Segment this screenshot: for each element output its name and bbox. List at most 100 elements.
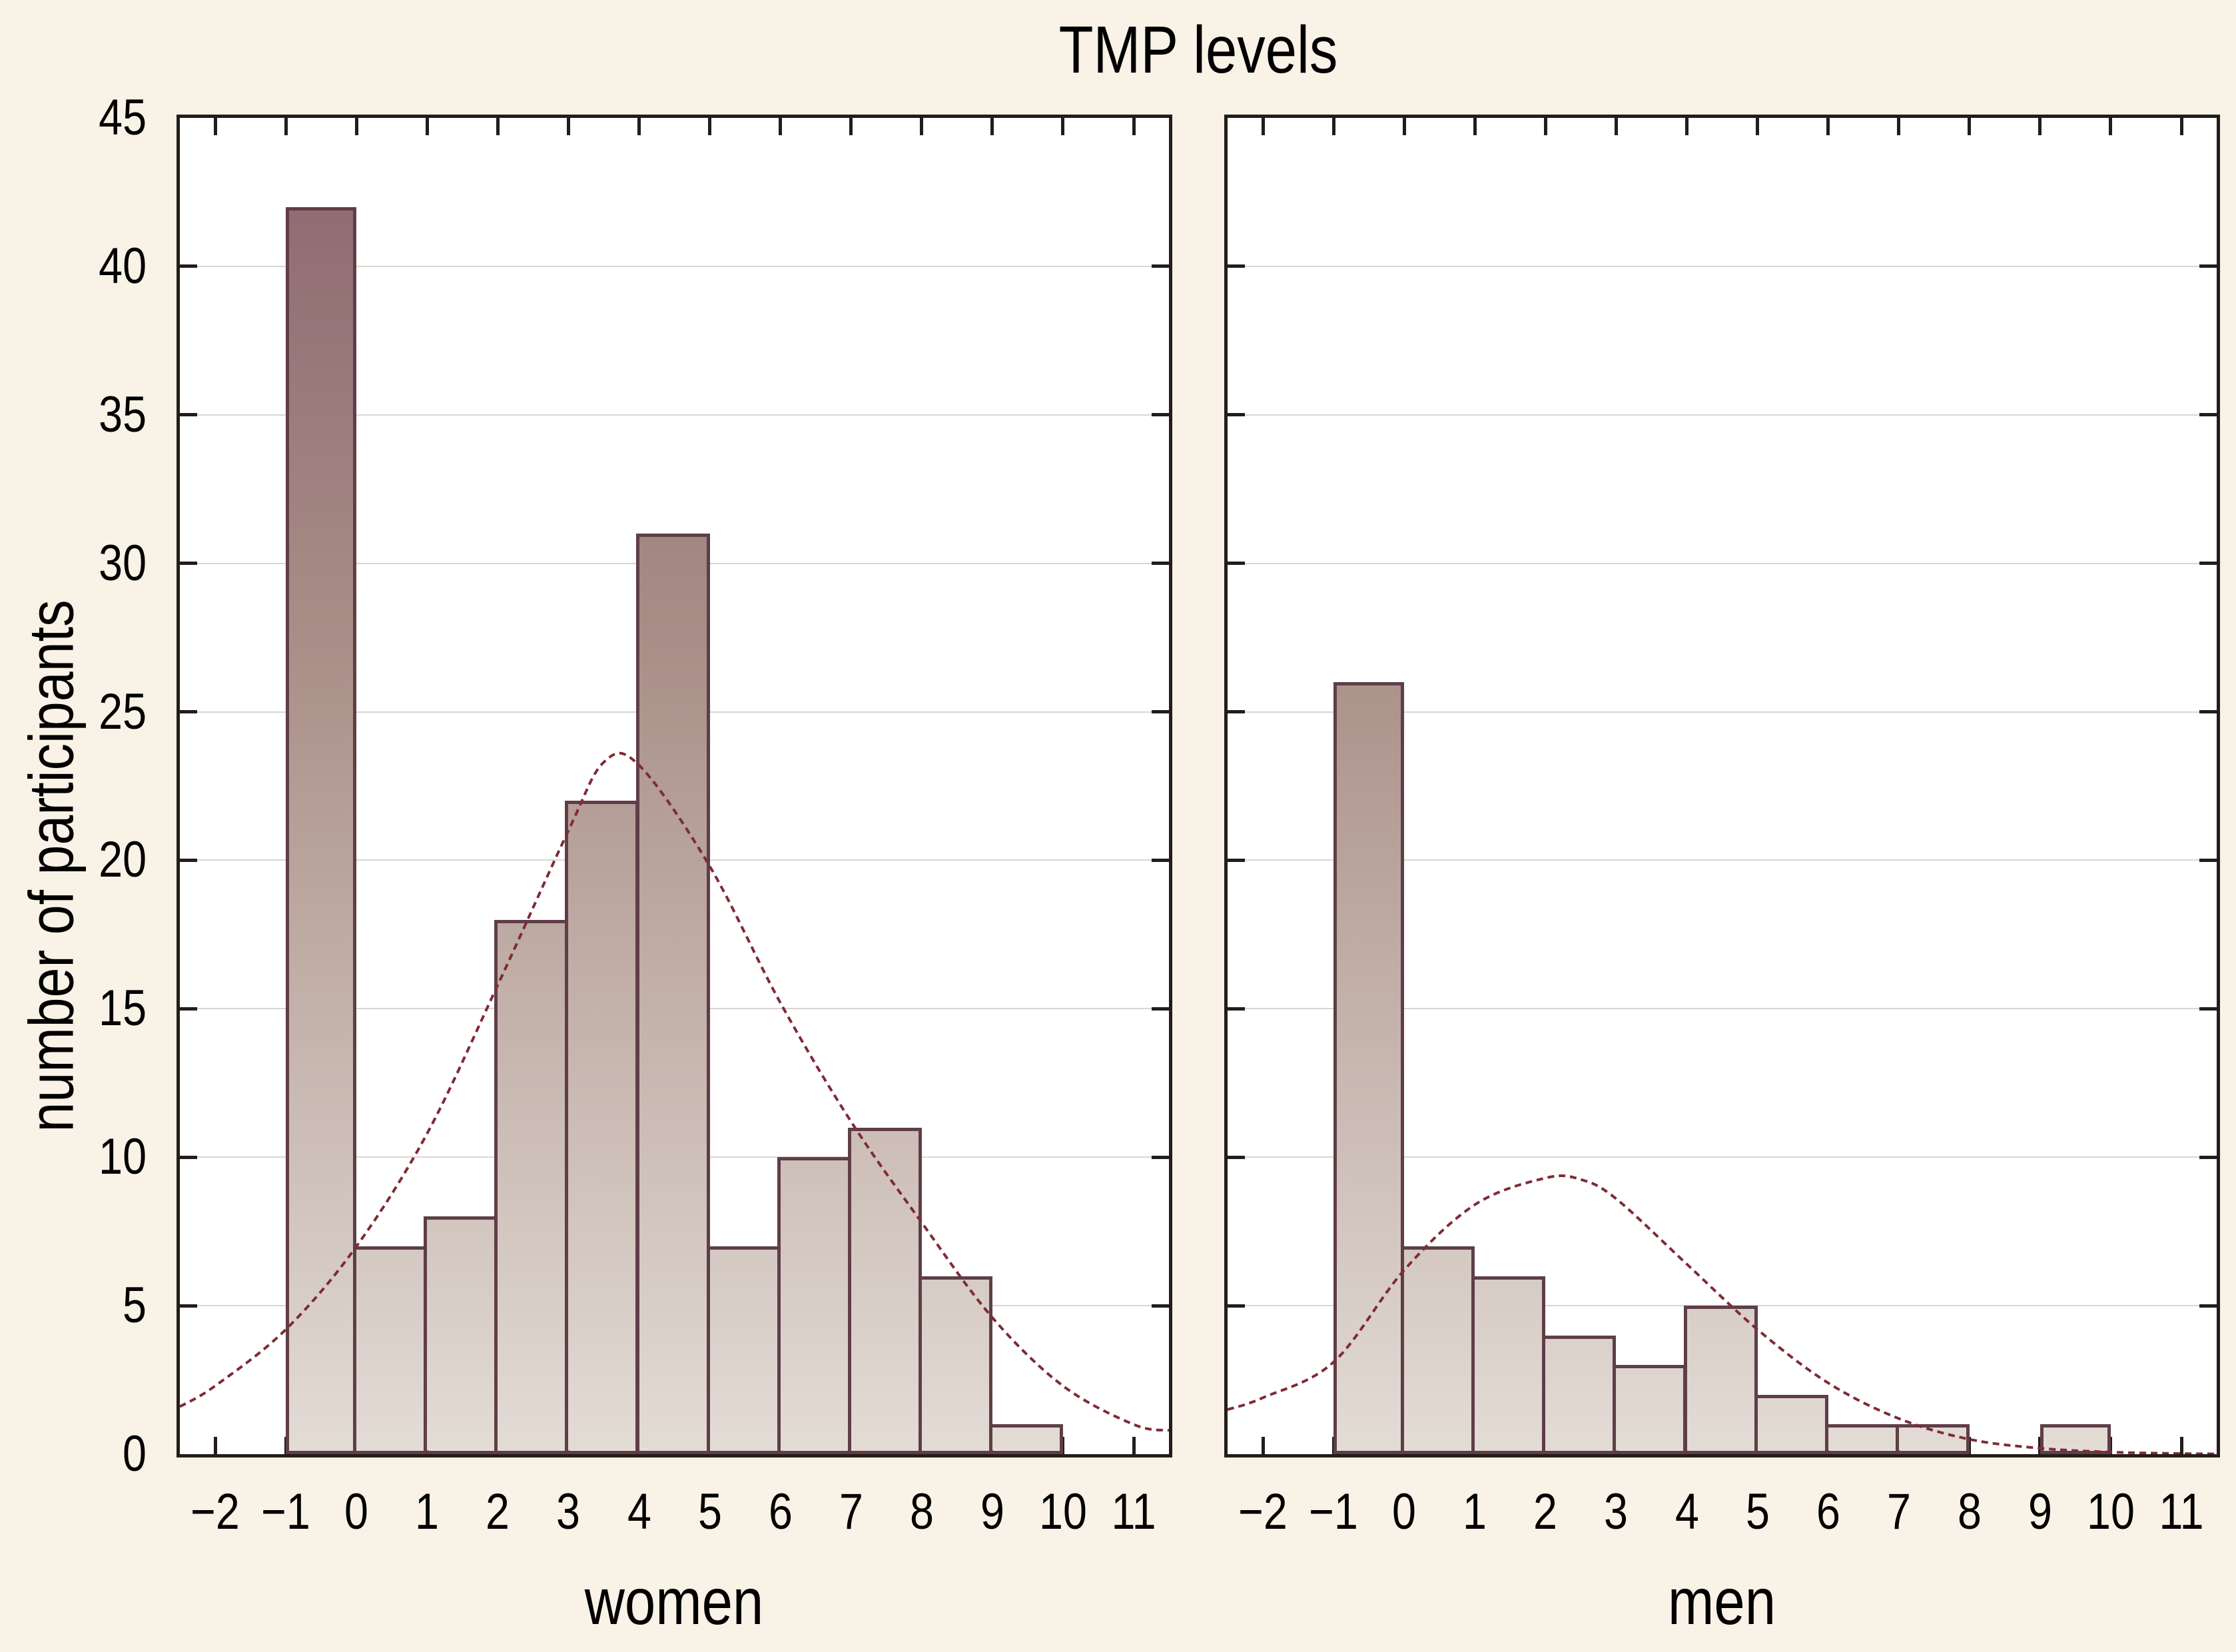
plot-panel-women (177, 115, 1172, 1457)
gridline (1228, 414, 2217, 416)
x-tick-mark (2038, 118, 2042, 135)
y-tick-mark (180, 1007, 197, 1011)
x-tick-mark (213, 1437, 217, 1454)
y-tick-label: 35 (99, 386, 147, 443)
x-tick-label: 10 (1038, 1483, 1087, 1540)
x-tick-label: 7 (839, 1483, 863, 1540)
x-tick-mark (920, 118, 924, 135)
histogram-bar (1333, 682, 1405, 1454)
y-tick-mark (1152, 710, 1169, 714)
x-tick-mark (1061, 118, 1065, 135)
y-tick-mark (2199, 264, 2217, 268)
gridline (1228, 1156, 2217, 1158)
y-tick-mark (1152, 562, 1169, 566)
x-tick-mark (849, 118, 853, 135)
x-tick-label: 6 (768, 1483, 793, 1540)
histogram-bar (635, 534, 710, 1454)
x-axis-title-women: women (584, 1565, 764, 1638)
histogram-bar (494, 919, 569, 1454)
x-tick-mark (354, 118, 358, 135)
y-tick-mark (1152, 413, 1169, 417)
x-tick-label: 1 (415, 1483, 440, 1540)
histogram-bar (2040, 1424, 2111, 1454)
x-tick-mark (990, 118, 994, 135)
y-tick-mark (2199, 1007, 2217, 1011)
y-tick-mark (1228, 413, 1245, 417)
histogram-bar (918, 1276, 992, 1454)
x-tick-mark (1685, 118, 1688, 135)
x-tick-mark (1132, 1437, 1136, 1454)
histogram-bar (1824, 1424, 1899, 1454)
x-tick-label: −2 (190, 1483, 240, 1540)
y-tick-mark (1228, 264, 1245, 268)
chart-title: TMP levels (1058, 13, 1338, 87)
y-tick-mark (180, 562, 197, 566)
histogram-bar (1683, 1306, 1758, 1454)
x-tick-label: 0 (1392, 1483, 1417, 1540)
y-tick-mark (1152, 1304, 1169, 1308)
y-tick-label: 5 (123, 1277, 147, 1334)
x-tick-label: 2 (486, 1483, 510, 1540)
histogram-bar (1613, 1365, 1687, 1454)
y-tick-label: 10 (99, 1128, 147, 1186)
plot-panel-men (1224, 115, 2220, 1457)
y-tick-mark (1152, 1007, 1169, 1011)
x-tick-mark (1261, 118, 1265, 135)
x-tick-mark (1756, 118, 1759, 135)
x-tick-mark (1897, 118, 1901, 135)
x-tick-mark (1543, 118, 1547, 135)
y-tick-label: 0 (123, 1426, 147, 1482)
x-tick-mark (496, 118, 500, 135)
y-tick-mark (1228, 858, 1245, 862)
x-tick-label: 6 (1816, 1483, 1840, 1540)
x-tick-mark (779, 118, 783, 135)
x-tick-label: 9 (2028, 1483, 2052, 1540)
x-tick-label: 3 (1604, 1483, 1629, 1540)
gridline (1228, 265, 2217, 267)
y-tick-mark (1228, 562, 1245, 566)
y-tick-mark (1152, 264, 1169, 268)
histogram-bar (1401, 1246, 1475, 1454)
y-tick-mark (1152, 1155, 1169, 1159)
x-tick-label: 2 (1533, 1483, 1558, 1540)
x-tick-mark (213, 118, 217, 135)
x-tick-label: 3 (556, 1483, 581, 1540)
x-tick-label: −1 (1309, 1483, 1358, 1540)
y-tick-label: 25 (99, 683, 147, 740)
histogram-bar (777, 1157, 851, 1454)
y-tick-mark (180, 1155, 197, 1159)
histogram-bar (286, 206, 357, 1454)
y-tick-mark (180, 264, 197, 268)
y-tick-mark (1228, 1304, 1245, 1308)
x-tick-label: −2 (1238, 1483, 1288, 1540)
y-tick-mark (1228, 1155, 1245, 1159)
x-tick-mark (1331, 118, 1335, 135)
x-tick-label: 11 (2159, 1483, 2204, 1540)
x-tick-mark (284, 118, 288, 135)
x-tick-mark (566, 118, 570, 135)
x-tick-mark (708, 118, 711, 135)
x-tick-label: 11 (1111, 1483, 1156, 1540)
x-tick-mark (1614, 118, 1618, 135)
x-tick-mark (2109, 118, 2113, 135)
gridline (180, 265, 1169, 267)
x-tick-mark (2179, 118, 2183, 135)
y-tick-mark (2199, 710, 2217, 714)
x-tick-mark (425, 118, 429, 135)
x-tick-label: 5 (1745, 1483, 1770, 1540)
gridline (1228, 711, 2217, 713)
x-tick-label: 1 (1463, 1483, 1487, 1540)
x-tick-label: 8 (1957, 1483, 1982, 1540)
histogram-bar (1542, 1335, 1617, 1454)
y-tick-mark (2199, 562, 2217, 566)
histogram-bar (424, 1216, 498, 1454)
x-tick-label: 10 (2086, 1483, 2135, 1540)
y-tick-label: 15 (99, 980, 147, 1037)
histogram-bar (1754, 1394, 1828, 1454)
histogram-bar (1895, 1424, 1970, 1454)
histogram-bar (706, 1246, 781, 1454)
y-tick-mark (2199, 1155, 2217, 1159)
y-tick-mark (1228, 710, 1245, 714)
histogram-bar (1471, 1276, 1546, 1454)
y-tick-mark (180, 858, 197, 862)
